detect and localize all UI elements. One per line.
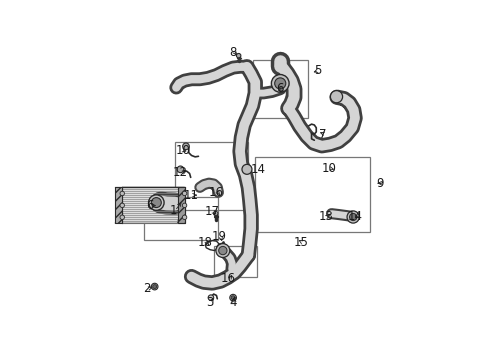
Text: 8: 8 <box>229 46 237 59</box>
Text: 7: 7 <box>319 128 327 141</box>
Polygon shape <box>178 187 185 223</box>
Polygon shape <box>122 187 185 223</box>
Circle shape <box>216 244 230 257</box>
Circle shape <box>151 198 161 208</box>
Text: 17: 17 <box>204 205 219 218</box>
Text: 10: 10 <box>321 162 336 175</box>
Text: 1: 1 <box>170 204 177 217</box>
Text: 16: 16 <box>221 272 236 285</box>
Circle shape <box>330 91 343 103</box>
Text: 18: 18 <box>198 236 213 249</box>
Circle shape <box>230 294 237 301</box>
Text: 9: 9 <box>376 177 384 190</box>
Circle shape <box>347 211 359 223</box>
Text: 4: 4 <box>229 296 237 309</box>
Bar <box>145 197 218 240</box>
Bar <box>252 60 308 118</box>
Circle shape <box>151 283 158 290</box>
Text: 14: 14 <box>347 210 363 223</box>
Circle shape <box>177 166 184 173</box>
Circle shape <box>183 143 189 150</box>
Text: 16: 16 <box>209 186 224 199</box>
Text: 10: 10 <box>176 144 191 157</box>
Bar <box>175 141 248 210</box>
Circle shape <box>182 203 187 208</box>
Text: 6: 6 <box>146 199 154 212</box>
Text: 6: 6 <box>276 82 284 95</box>
Text: 3: 3 <box>206 296 213 309</box>
Circle shape <box>182 215 187 220</box>
Circle shape <box>120 191 124 196</box>
Circle shape <box>208 295 214 301</box>
Text: 2: 2 <box>144 282 151 295</box>
Text: 11: 11 <box>184 189 199 202</box>
Text: 15: 15 <box>294 236 309 249</box>
Text: 14: 14 <box>250 163 266 176</box>
Polygon shape <box>115 187 122 223</box>
Text: 13: 13 <box>318 210 333 223</box>
Text: 12: 12 <box>173 166 188 179</box>
Circle shape <box>242 164 252 174</box>
Circle shape <box>214 211 218 216</box>
Circle shape <box>120 203 124 208</box>
Bar <box>255 157 370 232</box>
Circle shape <box>120 215 124 220</box>
Circle shape <box>231 296 235 300</box>
Polygon shape <box>115 187 185 223</box>
Circle shape <box>349 213 357 221</box>
Circle shape <box>182 191 187 196</box>
Circle shape <box>148 195 164 210</box>
Circle shape <box>219 246 227 255</box>
Circle shape <box>275 78 286 89</box>
Circle shape <box>153 285 157 288</box>
Circle shape <box>237 53 241 58</box>
Bar <box>214 246 257 278</box>
Text: 19: 19 <box>212 230 227 243</box>
Circle shape <box>271 75 289 92</box>
Text: 5: 5 <box>314 64 321 77</box>
